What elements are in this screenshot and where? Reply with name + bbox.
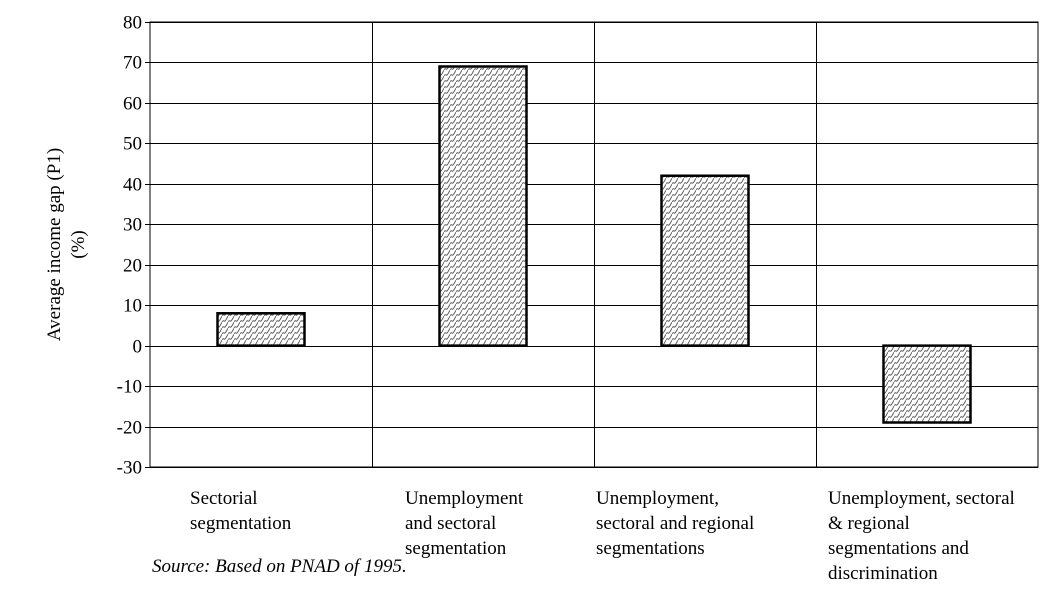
y-tick-label: 40 xyxy=(123,175,142,196)
x-category-label: Unemployment and sectoral segmentation xyxy=(405,488,524,559)
y-tick-label: -30 xyxy=(117,458,142,479)
y-tick-label: 80 xyxy=(123,13,142,34)
y-axis-title-line: (%) xyxy=(68,230,89,258)
x-category-label: Unemployment, sectoral and regional segmen… xyxy=(596,488,754,559)
y-tick-label: 60 xyxy=(123,94,142,115)
y-tick-label: 0 xyxy=(133,337,143,358)
x-category-labels: Sectorial segmentation Unemployment and sec… xyxy=(190,488,1015,584)
y-axis-title: Average income gap (P1) (%) xyxy=(44,148,89,341)
x-category-label: Sectorial segmentation xyxy=(190,488,292,534)
source-note: Source: Based on PNAD of 1995. xyxy=(152,556,407,577)
bar xyxy=(660,174,750,347)
y-axis-title-line: Average income gap (P1) xyxy=(44,148,65,341)
y-tick-label: 50 xyxy=(123,134,142,155)
y-tick-label: 70 xyxy=(123,53,142,74)
y-tick-label: 10 xyxy=(123,296,142,317)
bar xyxy=(438,65,528,347)
y-tick-labels: 80 70 60 50 40 30 20 10 0 -10 -20 -30 xyxy=(117,13,142,479)
y-tick-label: 20 xyxy=(123,256,142,277)
bar xyxy=(216,312,306,347)
y-tick-label: -20 xyxy=(117,418,142,439)
y-tick-label: 30 xyxy=(123,215,142,236)
y-tick-label: -10 xyxy=(117,377,142,398)
x-category-label: Unemployment, sectoral & regional segmenta… xyxy=(828,488,1015,584)
bars xyxy=(216,65,972,424)
bar xyxy=(882,344,972,424)
